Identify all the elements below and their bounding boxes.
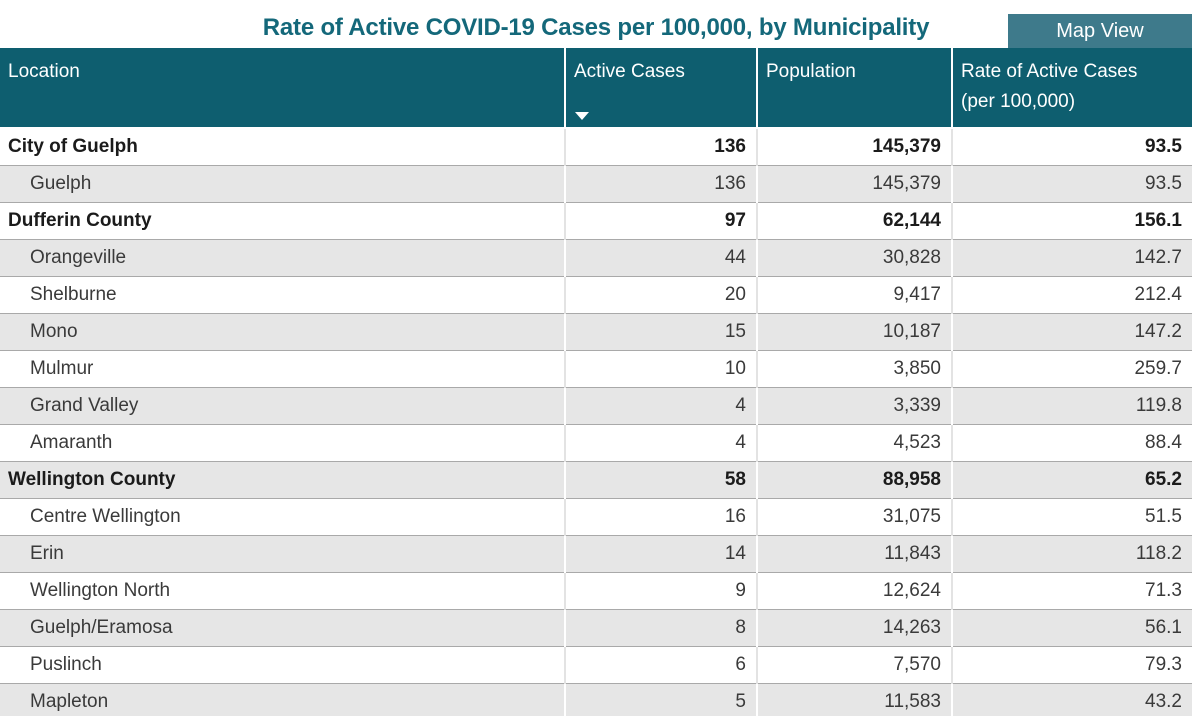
- table-body: City of Guelph 136 145,379 93.5 Guelph 136 145…: [0, 128, 1192, 716]
- table-row: Puslinch 6 7,570 79.3: [0, 646, 1192, 683]
- column-header-location[interactable]: Location: [0, 48, 565, 128]
- rate-cell: 56.1: [951, 609, 1192, 646]
- population-cell: 88,958: [756, 461, 952, 498]
- table-row: Orangeville 44 30,828 142.7: [0, 239, 1192, 276]
- page-title: Rate of Active COVID-19 Cases per 100,00…: [262, 14, 930, 41]
- table-row: Guelph/Eramosa 8 14,263 56.1: [0, 609, 1192, 646]
- rate-cell: 156.1: [951, 202, 1192, 239]
- rate-cell: 212.4: [951, 276, 1192, 313]
- table-row: City of Guelph 136 145,379 93.5: [0, 128, 1192, 165]
- column-header-label: Population: [766, 61, 856, 82]
- title-bar: Rate of Active COVID-19 Cases per 100,00…: [0, 0, 1192, 48]
- table-row: Guelph 136 145,379 93.5: [0, 165, 1192, 202]
- active-cases-cell: 20: [564, 276, 757, 313]
- population-cell: 145,379: [756, 128, 952, 165]
- covid-rate-table: Location Active Cases Population Rate of…: [0, 48, 1192, 716]
- rate-cell: 259.7: [951, 350, 1192, 387]
- column-header-label: Location: [8, 61, 80, 82]
- rate-cell: 119.8: [951, 387, 1192, 424]
- active-cases-cell: 44: [564, 239, 757, 276]
- location-cell: Orangeville: [30, 246, 127, 268]
- column-header-rate[interactable]: Rate of Active Cases (per 100,000): [951, 48, 1192, 128]
- table-row: Dufferin County 97 62,144 156.1: [0, 202, 1192, 239]
- location-cell: Wellington North: [30, 579, 171, 601]
- location-cell: Dufferin County: [8, 209, 152, 231]
- map-view-button[interactable]: Map View: [1008, 14, 1192, 48]
- column-header-label: Active Cases: [574, 61, 685, 82]
- rate-cell: 71.3: [951, 572, 1192, 609]
- table-row: Mapleton 5 11,583 43.2: [0, 683, 1192, 716]
- population-cell: 7,570: [756, 646, 952, 683]
- location-cell: Amaranth: [30, 431, 113, 453]
- rate-cell: 93.5: [951, 128, 1192, 165]
- rate-cell: 65.2: [951, 461, 1192, 498]
- rate-cell: 93.5: [951, 165, 1192, 202]
- table-header-row: Location Active Cases Population Rate of…: [0, 48, 1192, 128]
- column-header-label-line2: (per 100,000): [961, 91, 1076, 112]
- active-cases-cell: 15: [564, 313, 757, 350]
- active-cases-cell: 4: [564, 387, 757, 424]
- population-cell: 14,263: [756, 609, 952, 646]
- column-header-label: Rate of Active Cases: [961, 61, 1138, 82]
- active-cases-cell: 136: [564, 165, 757, 202]
- table-row: Erin 14 11,843 118.2: [0, 535, 1192, 572]
- column-header-population[interactable]: Population: [756, 48, 952, 128]
- active-cases-cell: 136: [564, 128, 757, 165]
- location-cell: Shelburne: [30, 283, 117, 305]
- active-cases-cell: 16: [564, 498, 757, 535]
- location-cell: Mulmur: [30, 357, 94, 379]
- rate-cell: 147.2: [951, 313, 1192, 350]
- location-cell: City of Guelph: [8, 135, 138, 157]
- active-cases-cell: 58: [564, 461, 757, 498]
- population-cell: 30,828: [756, 239, 952, 276]
- location-cell: Grand Valley: [30, 394, 139, 416]
- column-header-active-cases[interactable]: Active Cases: [564, 48, 757, 128]
- population-cell: 11,583: [756, 683, 952, 716]
- rate-cell: 142.7: [951, 239, 1192, 276]
- location-cell: Mono: [30, 320, 78, 342]
- population-cell: 3,339: [756, 387, 952, 424]
- rate-cell: 43.2: [951, 683, 1192, 716]
- table-row: Shelburne 20 9,417 212.4: [0, 276, 1192, 313]
- table-row: Amaranth 4 4,523 88.4: [0, 424, 1192, 461]
- table-row: Wellington North 9 12,624 71.3: [0, 572, 1192, 609]
- active-cases-cell: 8: [564, 609, 757, 646]
- population-cell: 3,850: [756, 350, 952, 387]
- table-row: Mono 15 10,187 147.2: [0, 313, 1192, 350]
- location-cell: Erin: [30, 542, 64, 564]
- table-row: Mulmur 10 3,850 259.7: [0, 350, 1192, 387]
- location-cell: Puslinch: [30, 653, 102, 675]
- location-cell: Mapleton: [30, 690, 109, 712]
- table-row: Centre Wellington 16 31,075 51.5: [0, 498, 1192, 535]
- active-cases-cell: 5: [564, 683, 757, 716]
- population-cell: 31,075: [756, 498, 952, 535]
- population-cell: 9,417: [756, 276, 952, 313]
- active-cases-cell: 4: [564, 424, 757, 461]
- active-cases-cell: 14: [564, 535, 757, 572]
- table-row: Wellington County 58 88,958 65.2: [0, 461, 1192, 498]
- population-cell: 12,624: [756, 572, 952, 609]
- table-row: Grand Valley 4 3,339 119.8: [0, 387, 1192, 424]
- active-cases-cell: 10: [564, 350, 757, 387]
- rate-cell: 88.4: [951, 424, 1192, 461]
- location-cell: Wellington County: [8, 468, 176, 490]
- population-cell: 145,379: [756, 165, 952, 202]
- population-cell: 62,144: [756, 202, 952, 239]
- population-cell: 11,843: [756, 535, 952, 572]
- location-cell: Guelph: [30, 172, 92, 194]
- rate-cell: 118.2: [951, 535, 1192, 572]
- rate-cell: 79.3: [951, 646, 1192, 683]
- population-cell: 10,187: [756, 313, 952, 350]
- active-cases-cell: 6: [564, 646, 757, 683]
- active-cases-cell: 9: [564, 572, 757, 609]
- active-cases-cell: 97: [564, 202, 757, 239]
- rate-cell: 51.5: [951, 498, 1192, 535]
- sort-descending-icon: [575, 112, 589, 120]
- location-cell: Centre Wellington: [30, 505, 181, 527]
- population-cell: 4,523: [756, 424, 952, 461]
- location-cell: Guelph/Eramosa: [30, 616, 173, 638]
